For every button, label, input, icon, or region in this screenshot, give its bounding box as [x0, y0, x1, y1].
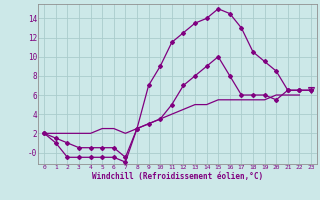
X-axis label: Windchill (Refroidissement éolien,°C): Windchill (Refroidissement éolien,°C) — [92, 172, 263, 181]
